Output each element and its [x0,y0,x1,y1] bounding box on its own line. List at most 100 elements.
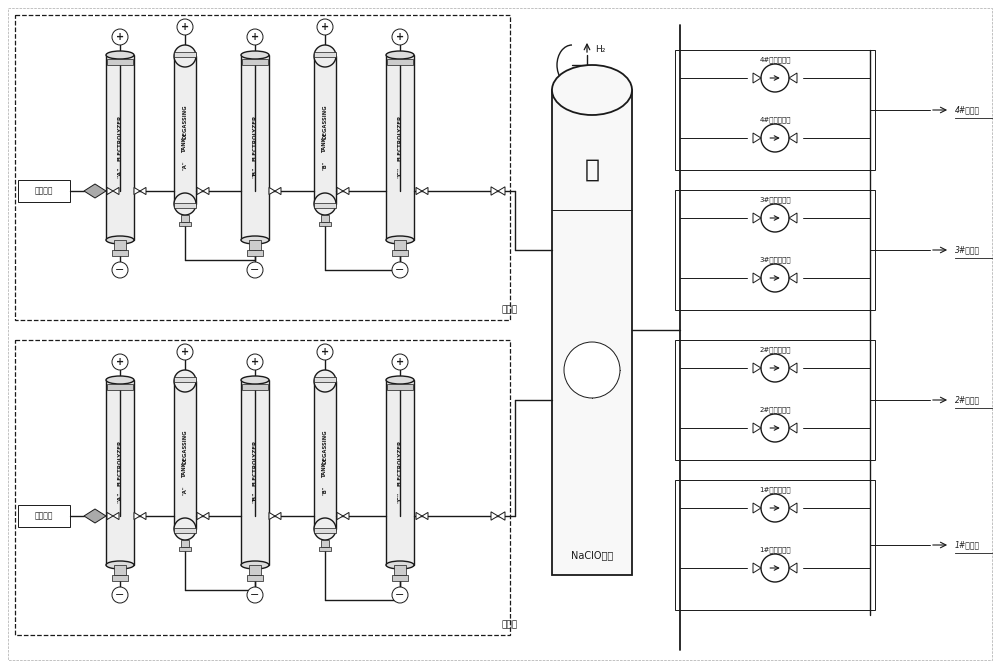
Circle shape [761,204,789,232]
Polygon shape [753,563,761,573]
Polygon shape [416,188,422,194]
Ellipse shape [241,51,269,59]
Ellipse shape [386,236,414,244]
Text: H₂: H₂ [595,45,605,55]
Circle shape [317,19,333,35]
Text: −: − [395,265,405,275]
Text: 1#沖擊加藥泵: 1#沖擊加藥泵 [759,546,791,553]
Ellipse shape [174,45,196,67]
Text: 海水入口: 海水入口 [35,512,53,520]
Bar [18,505,70,527]
Circle shape [761,64,789,92]
Bar [241,55,269,240]
Polygon shape [491,512,498,520]
Circle shape [247,262,263,278]
Bar [107,59,133,65]
Text: ELECTROLYZER: ELECTROLYZER [118,114,122,160]
Text: 4#沖擊加藥泵: 4#沖擊加藥泵 [759,117,791,124]
Text: "A": "A" [182,485,188,495]
Polygon shape [337,188,343,194]
Polygon shape [498,187,505,195]
Polygon shape [140,188,146,194]
Bar [675,190,875,310]
Text: +: + [321,347,329,357]
Polygon shape [753,213,761,223]
Bar [15,15,510,320]
Ellipse shape [106,236,134,244]
Text: +: + [321,22,329,32]
Bar [321,540,329,547]
Ellipse shape [314,193,336,215]
Bar [179,547,191,551]
Text: 4#加藥點: 4#加藥點 [955,106,980,114]
Polygon shape [789,133,797,143]
Text: 2#加藥點: 2#加藥點 [955,395,980,405]
Bar [249,565,261,575]
Text: "B": "B" [252,167,258,178]
Polygon shape [753,503,761,513]
Text: ELECTROLYZER: ELECTROLYZER [252,114,258,160]
Bar [15,340,510,635]
Text: +: + [181,22,189,32]
Text: TANK: TANK [182,462,188,478]
Bar [241,380,269,565]
Circle shape [112,262,128,278]
Text: +: + [116,32,124,42]
Text: 1#加藥點: 1#加藥點 [955,540,980,550]
Text: TANK: TANK [322,462,328,478]
Polygon shape [275,188,281,194]
Polygon shape [84,509,106,523]
Circle shape [247,587,263,603]
Text: ELECTROLYZER: ELECTROLYZER [398,114,402,160]
Circle shape [761,124,789,152]
Text: DEGASSING: DEGASSING [322,105,328,140]
Polygon shape [203,188,209,194]
Bar [18,180,70,202]
Ellipse shape [106,561,134,569]
Polygon shape [134,188,140,194]
Bar [174,377,196,382]
Text: −: − [250,265,260,275]
Circle shape [392,29,408,45]
Circle shape [392,262,408,278]
Ellipse shape [106,51,134,59]
Circle shape [392,587,408,603]
Bar [174,56,196,204]
Circle shape [177,344,193,360]
Text: 4#連續加藥泵: 4#連續加藥泵 [759,57,791,63]
Polygon shape [84,184,106,198]
Polygon shape [107,188,113,194]
Polygon shape [789,503,797,513]
Bar [314,381,336,529]
Text: "C": "C" [398,167,402,178]
Polygon shape [269,512,275,520]
Bar [394,565,406,575]
Circle shape [761,554,789,582]
Circle shape [761,354,789,382]
Polygon shape [197,188,203,194]
Polygon shape [422,512,428,520]
Polygon shape [343,512,349,520]
Bar [387,59,413,65]
Polygon shape [789,273,797,283]
Text: "B": "B" [322,160,328,170]
Text: 電解槽: 電解槽 [502,621,518,629]
Text: 1#連續加藥泵: 1#連續加藥泵 [759,487,791,493]
Ellipse shape [106,376,134,384]
Bar [314,56,336,204]
Bar [321,215,329,222]
Circle shape [761,494,789,522]
Circle shape [392,354,408,370]
Bar [114,565,126,575]
Text: +: + [116,357,124,367]
Text: ELECTROLYZER: ELECTROLYZER [118,440,122,486]
Circle shape [761,414,789,442]
Polygon shape [275,512,281,520]
Text: 3#連續加藥泵: 3#連續加藥泵 [759,196,791,203]
Polygon shape [491,187,498,195]
Ellipse shape [386,561,414,569]
Polygon shape [140,512,146,520]
Ellipse shape [174,193,196,215]
Bar [107,384,133,390]
Polygon shape [197,512,203,520]
